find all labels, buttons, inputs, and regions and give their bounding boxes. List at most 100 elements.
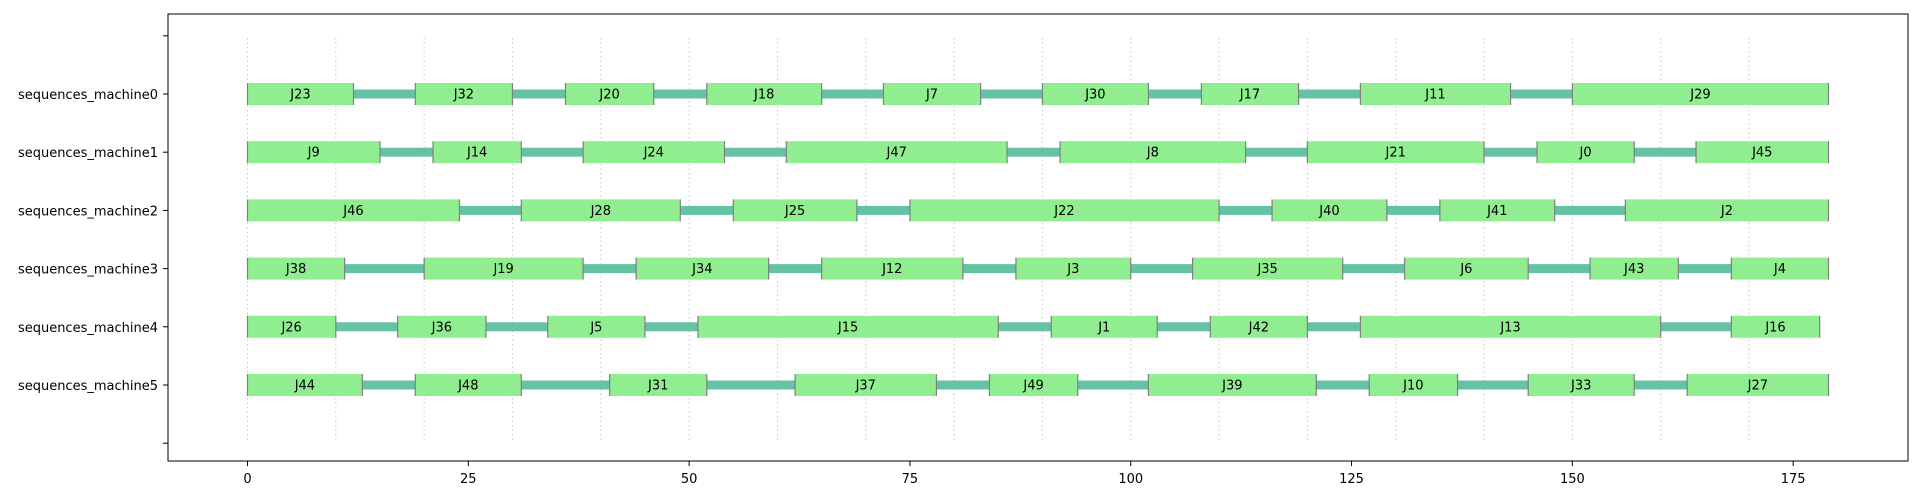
job-label: J43 [1623,262,1644,277]
idle-connector [247,89,1829,99]
job-label: J45 [1751,146,1772,161]
job-bar [733,199,857,222]
job-label: J0 [1579,146,1592,161]
job-bar [609,374,707,396]
job-label: J47 [885,146,906,161]
y-tick-label: sequences_machine2 [18,204,158,219]
job-bar [786,141,1008,164]
job-bar [247,141,380,164]
job-bar [1696,141,1829,164]
job-bar [1404,257,1529,280]
axes: sequences_machine0 sequences_machine1sequ… [18,35,1806,487]
job-label: J8 [1146,146,1159,161]
job-label: J30 [1084,88,1105,103]
job-bar [565,83,654,105]
job-label: J20 [598,88,619,103]
job-bar [795,374,937,396]
job-label: J15 [837,320,858,335]
job-bar [521,199,681,222]
job-label: J37 [855,379,876,394]
x-tick-label: 50 [681,472,698,487]
job-bar [636,257,769,280]
job-bar [1572,83,1829,105]
job-label: J25 [784,204,805,219]
job-bar [1015,257,1131,280]
job-label: J21 [1385,146,1406,161]
job-bar [1051,315,1158,338]
job-bar [1537,141,1635,164]
job-bar [883,83,981,105]
job-bar [583,141,725,164]
x-tick-label: 0 [243,472,251,487]
y-tick-label: sequences_machine4 [18,321,158,336]
job-label: J14 [466,146,487,161]
plot-frame [167,13,1909,462]
job-bar [1360,83,1511,105]
job-label: J40 [1318,204,1339,219]
job-bar [1307,141,1485,164]
job-bar [1148,374,1317,396]
job-label: J28 [590,204,611,219]
job-bar [1687,374,1829,396]
job-label: J6 [1459,262,1472,277]
job-bar [1369,374,1458,396]
job-label: J29 [1689,88,1710,103]
job-label: J23 [289,88,310,103]
job-bar [415,83,513,105]
job-bar [1625,199,1829,222]
job-label: J38 [285,262,306,277]
job-bar [1060,141,1246,164]
y-tick-label: sequences_machine5 [18,379,158,394]
x-tick-label: 25 [460,472,477,487]
job-label: J18 [753,88,774,103]
job-label: J5 [589,320,602,335]
y-tick-label: sequences_machine1 [18,146,158,161]
job-label: J27 [1747,379,1768,394]
job-label: J7 [925,88,938,103]
job-bar [909,199,1220,222]
job-label: J11 [1424,88,1445,103]
job-label: J10 [1402,379,1423,394]
job-bar [697,315,999,338]
job-bar [247,315,336,338]
job-label: J4 [1773,262,1786,277]
job-label: J48 [457,379,478,394]
job-label: J2 [1720,204,1733,219]
job-label: J35 [1256,262,1277,277]
job-label: J22 [1053,204,1074,219]
job-label: J33 [1570,379,1591,394]
x-tick-label: 100 [1118,472,1143,487]
job-bar [1360,315,1661,338]
x-tick-label: 125 [1339,472,1364,487]
job-label: J17 [1239,88,1260,103]
x-tick-label: 175 [1781,472,1806,487]
job-bar [1272,199,1387,222]
job-bar [989,374,1078,396]
job-bar [821,257,963,280]
job-label: J32 [453,88,474,103]
job-bar [1439,199,1555,222]
job-label: J19 [492,262,513,277]
job-label: J36 [431,320,452,335]
job-label: J42 [1248,320,1269,335]
job-label: J26 [280,320,301,335]
job-label: J16 [1764,320,1785,335]
job-bar [1201,83,1299,105]
job-bar [1731,257,1829,280]
idle-connector [247,322,1820,332]
job-label: J24 [643,146,664,161]
job-bar [247,199,460,222]
job-label: J44 [294,379,315,394]
job-bar [1192,257,1343,280]
job-bar [247,83,354,105]
job-bar [1210,315,1308,338]
job-label: J46 [342,204,363,219]
x-tick-label: 150 [1560,472,1585,487]
job-label: J39 [1221,379,1242,394]
job-bar [1590,257,1679,280]
job-label: J1 [1097,320,1110,335]
job-label: J34 [691,262,712,277]
idle-connectors [247,89,1829,390]
job-bar [547,315,645,338]
